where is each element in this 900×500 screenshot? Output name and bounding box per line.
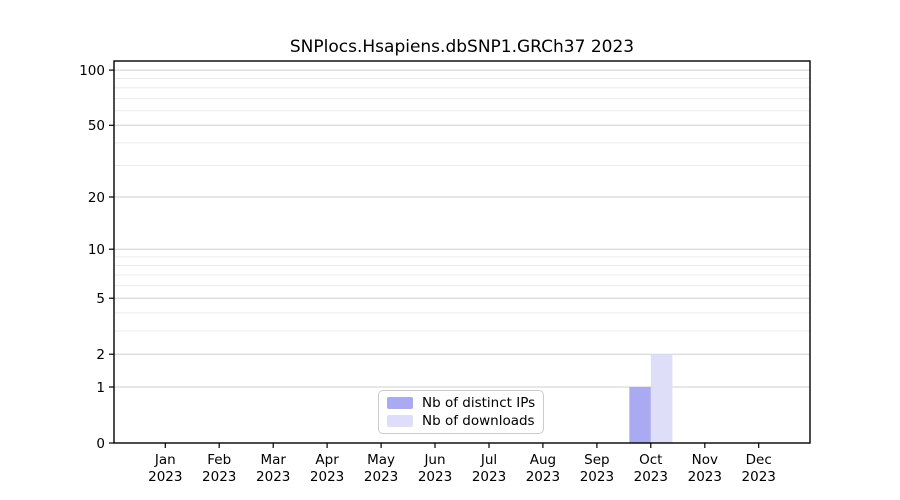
x-year-label: 2023 bbox=[148, 469, 182, 485]
y-tick-label: 0 bbox=[96, 436, 105, 452]
x-month-label: Apr bbox=[315, 452, 339, 468]
x-month-label: May bbox=[367, 452, 395, 468]
chart-title: SNPlocs.Hsapiens.dbSNP1.GRCh37 2023 bbox=[289, 37, 635, 57]
x-year-label: 2023 bbox=[472, 469, 506, 485]
x-month-label: Oct bbox=[639, 452, 662, 468]
x-year-label: 2023 bbox=[634, 469, 668, 485]
x-year-label: 2023 bbox=[526, 469, 560, 485]
legend-item-downloads: Nb of downloads bbox=[387, 413, 535, 429]
legend-item-distinct-ips: Nb of distinct IPs bbox=[387, 395, 535, 411]
x-month-label: Jun bbox=[423, 452, 445, 468]
x-month-label: Jan bbox=[154, 452, 176, 468]
x-year-label: 2023 bbox=[418, 469, 452, 485]
plot-frame bbox=[113, 60, 811, 444]
legend-label-distinct-ips: Nb of distinct IPs bbox=[422, 395, 536, 411]
x-month-label: Mar bbox=[260, 452, 286, 468]
x-year-label: 2023 bbox=[364, 469, 398, 485]
legend-swatch-downloads bbox=[387, 415, 413, 427]
x-year-label: 2023 bbox=[742, 469, 776, 485]
bar bbox=[629, 387, 651, 443]
x-month-label: Jul bbox=[480, 452, 497, 468]
x-year-label: 2023 bbox=[688, 469, 722, 485]
legend-swatch-distinct-ips bbox=[387, 397, 413, 409]
x-year-label: 2023 bbox=[256, 469, 290, 485]
y-tick-label: 100 bbox=[79, 63, 105, 79]
y-tick-label: 20 bbox=[88, 190, 105, 206]
x-month-label: Aug bbox=[530, 452, 556, 468]
bar bbox=[650, 354, 673, 443]
y-tick-label: 5 bbox=[96, 291, 105, 307]
x-month-label: Dec bbox=[746, 452, 772, 468]
x-month-label: Nov bbox=[692, 452, 718, 468]
y-tick-label: 10 bbox=[88, 242, 105, 258]
y-tick-label: 1 bbox=[96, 380, 105, 396]
x-year-label: 2023 bbox=[310, 469, 344, 485]
legend-label-downloads: Nb of downloads bbox=[422, 413, 535, 429]
y-tick-label: 2 bbox=[96, 347, 105, 363]
legend: Nb of distinct IPs Nb of downloads bbox=[378, 390, 544, 434]
x-month-label: Feb bbox=[207, 452, 231, 468]
x-year-label: 2023 bbox=[580, 469, 614, 485]
x-month-label: Sep bbox=[584, 452, 609, 468]
y-tick-label: 50 bbox=[88, 118, 105, 134]
x-year-label: 2023 bbox=[202, 469, 236, 485]
